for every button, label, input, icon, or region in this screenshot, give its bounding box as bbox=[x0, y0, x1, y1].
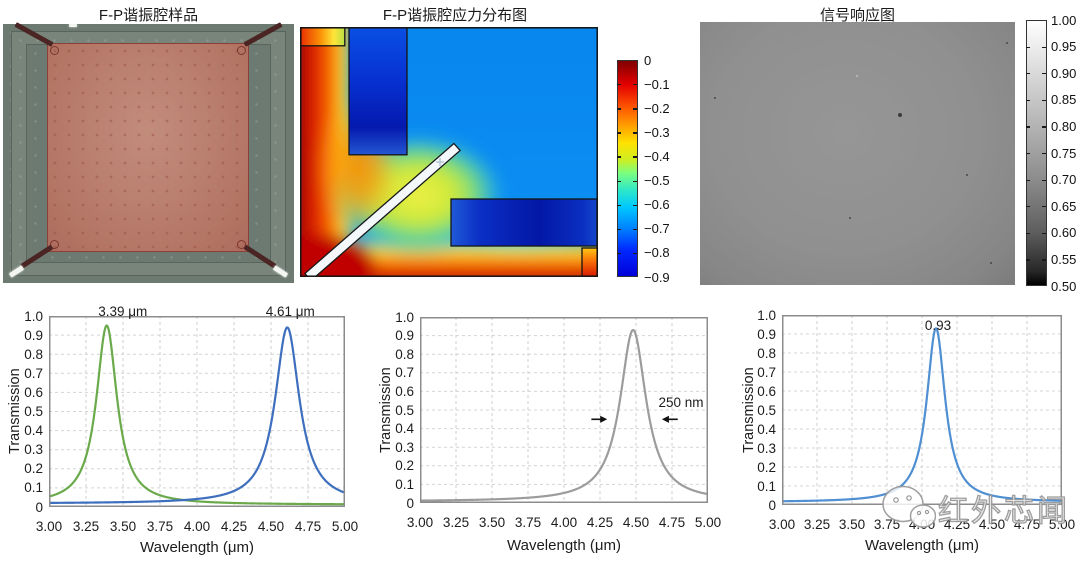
sample-panel-title: F-P谐振腔样品 bbox=[98, 7, 199, 24]
x-tick-label: 3.25 bbox=[442, 515, 470, 530]
colorbar-tick-label: −0.9 bbox=[644, 269, 670, 285]
x-tick-label: 4.75 bbox=[294, 519, 322, 534]
defect-speck bbox=[966, 174, 968, 176]
x-tick-label: 3.75 bbox=[146, 519, 174, 534]
colorbar-tick-label: 1.00 bbox=[1051, 12, 1077, 28]
y-axis-title: Transmission bbox=[378, 367, 394, 453]
x-tick-label: 5.00 bbox=[1048, 517, 1076, 532]
x-tick-label: 4.50 bbox=[978, 517, 1006, 532]
x-tick-label: 3.75 bbox=[873, 517, 901, 532]
colorbar-tick-label: −0.1 bbox=[644, 76, 670, 92]
x-tick-label: 3.00 bbox=[406, 515, 434, 530]
colorbar-tick-label: 0 bbox=[644, 52, 652, 68]
y-axis-title: Transmission bbox=[741, 367, 757, 453]
defect-speck bbox=[990, 262, 992, 264]
corner-pad bbox=[237, 46, 246, 55]
x-tick-label: 4.00 bbox=[908, 517, 936, 532]
x-axis-title: Wavelength (μm) bbox=[507, 537, 621, 554]
x-tick-label: 4.50 bbox=[622, 515, 650, 530]
x-tick-label: 3.00 bbox=[768, 517, 796, 532]
x-tick-label: 5.00 bbox=[331, 519, 359, 534]
x-tick-label: 3.50 bbox=[109, 519, 137, 534]
colorbar-tick-label: 0.65 bbox=[1051, 198, 1077, 214]
response-map bbox=[700, 22, 1015, 285]
fwhm-annotation: 250 nm bbox=[658, 395, 704, 410]
defect-speck bbox=[1006, 42, 1008, 44]
x-tick-label: 4.75 bbox=[1013, 517, 1041, 532]
x-tick-label: 4.25 bbox=[220, 519, 248, 534]
colorbar-tick-label: 0.90 bbox=[1051, 65, 1077, 81]
colorbar-tick-label: −0.8 bbox=[644, 245, 670, 261]
sample-micrograph bbox=[3, 22, 294, 283]
defect-speck bbox=[849, 217, 851, 219]
y-axis-title: Transmission bbox=[7, 368, 23, 455]
x-tick-label: 4.75 bbox=[658, 515, 686, 530]
chart-dual-peak bbox=[48, 316, 346, 507]
colorbar-tick-label: 0.55 bbox=[1051, 251, 1077, 267]
response-panel-title: 信号响应图 bbox=[819, 7, 895, 24]
x-tick-label: 3.00 bbox=[35, 519, 63, 534]
colorbar-tick-label: −0.6 bbox=[644, 197, 670, 213]
x-tick-label: 3.75 bbox=[514, 515, 542, 530]
colorbar-tick-label: −0.2 bbox=[644, 100, 670, 116]
sample-membrane bbox=[47, 43, 249, 252]
corner-highlight bbox=[69, 24, 77, 27]
colorbar-tick-label: 0.95 bbox=[1051, 39, 1077, 55]
marker-cross bbox=[436, 158, 444, 166]
stress-map bbox=[265, 17, 608, 295]
defect-speck bbox=[714, 97, 716, 99]
colorbar-tick-label: −0.3 bbox=[644, 124, 670, 140]
stress-colorbar bbox=[617, 60, 638, 277]
defect-speck bbox=[856, 75, 858, 77]
colorbar-tick-label: 0.60 bbox=[1051, 225, 1077, 241]
chart-linewidth bbox=[419, 317, 709, 503]
colorbar-tick-label: 0.80 bbox=[1051, 118, 1077, 134]
x-tick-label: 4.00 bbox=[183, 519, 211, 534]
x-tick-label: 5.00 bbox=[694, 515, 722, 530]
stress-map-graphic bbox=[265, 17, 608, 295]
colorbar-tick-label: 0.85 bbox=[1051, 92, 1077, 108]
response-colorbar bbox=[1026, 20, 1047, 286]
x-tick-label: 3.50 bbox=[478, 515, 506, 530]
chart-measured bbox=[781, 315, 1063, 505]
colorbar-tick-label: −0.5 bbox=[644, 173, 670, 189]
x-axis-title: Wavelength (μm) bbox=[140, 539, 254, 556]
x-tick-label: 4.25 bbox=[586, 515, 614, 530]
corner-pad bbox=[237, 240, 246, 249]
defect-speck bbox=[898, 113, 902, 117]
colorbar-tick-label: 0.70 bbox=[1051, 172, 1077, 188]
x-tick-label: 3.50 bbox=[838, 517, 866, 532]
x-tick-label: 3.25 bbox=[803, 517, 831, 532]
x-axis-title: Wavelength (μm) bbox=[865, 537, 979, 554]
x-tick-label: 4.50 bbox=[257, 519, 285, 534]
x-tick-label: 4.25 bbox=[943, 517, 971, 532]
colorbar-tick-label: −0.7 bbox=[644, 221, 670, 237]
corner-pad bbox=[50, 46, 59, 55]
x-tick-label: 4.00 bbox=[550, 515, 578, 530]
colorbar-tick-label: 0.75 bbox=[1051, 145, 1077, 161]
corner-pad bbox=[50, 240, 59, 249]
x-tick-label: 3.25 bbox=[72, 519, 100, 534]
colorbar-tick-label: 0.50 bbox=[1051, 278, 1077, 294]
colorbar-tick-label: −0.4 bbox=[644, 148, 670, 164]
stress-panel-title: F-P谐振腔应力分布图 bbox=[382, 7, 528, 24]
